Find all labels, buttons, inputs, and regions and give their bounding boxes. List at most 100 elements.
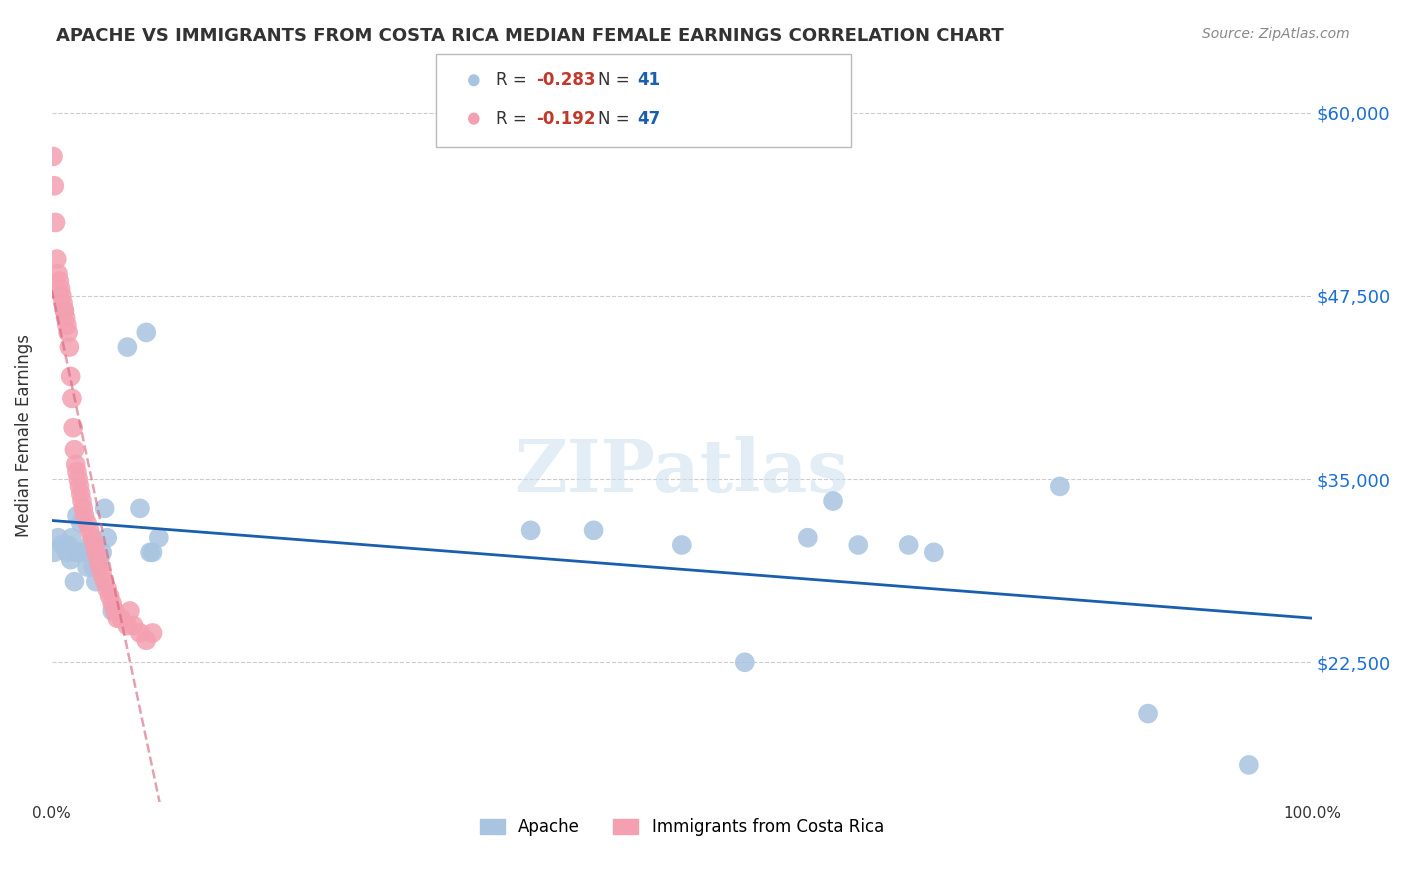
- Point: [56, 326, 79, 340]
- Point: [58, 340, 80, 354]
- Point: [67, 472, 90, 486]
- Point: [76, 516, 98, 530]
- Point: [56, 318, 79, 332]
- Point: [87, 552, 110, 566]
- Point: [49, 281, 72, 295]
- Point: [73, 508, 96, 523]
- Point: [44, 215, 66, 229]
- Y-axis label: Median Female Earnings: Median Female Earnings: [15, 334, 32, 537]
- Point: [44, 545, 66, 559]
- Point: [42, 149, 65, 163]
- Point: [66, 508, 89, 523]
- Point: [117, 618, 139, 632]
- Point: [65, 458, 87, 472]
- Point: [62, 421, 84, 435]
- Point: [142, 626, 165, 640]
- Point: [110, 611, 132, 625]
- Point: [846, 538, 869, 552]
- Point: [101, 597, 124, 611]
- Text: R =: R =: [496, 110, 533, 128]
- Point: [51, 289, 73, 303]
- Point: [139, 545, 162, 559]
- Point: [129, 626, 152, 640]
- Point: [52, 296, 75, 310]
- Point: [48, 274, 70, 288]
- Point: [91, 545, 114, 559]
- Point: [1137, 706, 1160, 721]
- Point: [60, 392, 83, 406]
- Point: [72, 545, 94, 559]
- Point: [96, 531, 118, 545]
- Point: [105, 611, 128, 625]
- Point: [44, 178, 66, 193]
- Point: [104, 604, 127, 618]
- Point: [922, 545, 945, 559]
- Point: [53, 303, 76, 318]
- Point: [69, 516, 91, 530]
- Point: [84, 545, 107, 559]
- Point: [70, 494, 93, 508]
- Point: [76, 560, 98, 574]
- Text: R =: R =: [496, 71, 533, 89]
- Text: N =: N =: [598, 71, 634, 89]
- Text: APACHE VS IMMIGRANTS FROM COSTA RICA MEDIAN FEMALE EARNINGS CORRELATION CHART: APACHE VS IMMIGRANTS FROM COSTA RICA MED…: [56, 27, 1004, 45]
- Point: [66, 465, 89, 479]
- Point: [69, 545, 91, 559]
- Point: [89, 552, 111, 566]
- Point: [671, 538, 693, 552]
- Point: [89, 560, 111, 574]
- Point: [69, 486, 91, 500]
- Point: [96, 582, 118, 596]
- Point: [93, 574, 115, 589]
- Point: [51, 538, 73, 552]
- Point: [84, 574, 107, 589]
- Point: [60, 531, 83, 545]
- Point: [148, 531, 170, 545]
- Point: [821, 494, 844, 508]
- Point: [79, 524, 101, 538]
- Point: [66, 545, 89, 559]
- Point: [135, 633, 157, 648]
- Point: [82, 560, 104, 574]
- Point: [80, 531, 103, 545]
- Point: [59, 369, 82, 384]
- Point: [1049, 479, 1071, 493]
- Point: [734, 655, 756, 669]
- Point: [69, 479, 91, 493]
- Point: [55, 310, 77, 325]
- Text: ZIPatlas: ZIPatlas: [515, 436, 849, 508]
- Point: [897, 538, 920, 552]
- Text: Source: ZipAtlas.com: Source: ZipAtlas.com: [1202, 27, 1350, 41]
- Point: [72, 501, 94, 516]
- Legend: Apache, Immigrants from Costa Rica: Apache, Immigrants from Costa Rica: [471, 810, 893, 845]
- Point: [59, 552, 82, 566]
- Text: 41: 41: [637, 71, 659, 89]
- Point: [46, 267, 69, 281]
- Point: [519, 524, 541, 538]
- Point: [91, 567, 114, 582]
- Text: -0.283: -0.283: [536, 71, 595, 89]
- Point: [98, 590, 121, 604]
- Point: [582, 524, 605, 538]
- Point: [117, 340, 139, 354]
- Text: N =: N =: [598, 110, 634, 128]
- Point: [1237, 758, 1260, 772]
- Point: [118, 604, 141, 618]
- Point: [135, 326, 157, 340]
- Point: [56, 538, 79, 552]
- Point: [63, 442, 86, 457]
- Point: [63, 574, 86, 589]
- Point: [56, 545, 79, 559]
- Point: [142, 545, 165, 559]
- Point: [797, 531, 820, 545]
- Text: 47: 47: [637, 110, 661, 128]
- Point: [83, 538, 105, 552]
- Point: [93, 501, 115, 516]
- Point: [129, 501, 152, 516]
- Point: [79, 538, 101, 552]
- Point: [122, 618, 145, 632]
- Point: [45, 252, 67, 266]
- Point: [46, 531, 69, 545]
- Point: [53, 303, 76, 318]
- Point: [101, 604, 124, 618]
